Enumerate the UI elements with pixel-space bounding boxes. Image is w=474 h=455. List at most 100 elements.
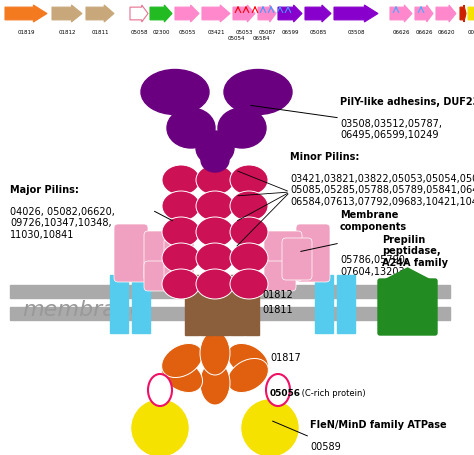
Text: 05058: 05058 xyxy=(130,30,148,35)
Ellipse shape xyxy=(141,70,209,115)
Text: 06599: 06599 xyxy=(281,30,299,35)
FancyArrow shape xyxy=(305,5,331,22)
Ellipse shape xyxy=(167,108,215,148)
Ellipse shape xyxy=(196,217,234,247)
FancyArrow shape xyxy=(175,5,199,22)
Text: 05085: 05085 xyxy=(309,30,327,35)
FancyArrow shape xyxy=(278,5,302,22)
FancyBboxPatch shape xyxy=(264,261,296,291)
Text: 00589: 00589 xyxy=(310,430,341,452)
FancyBboxPatch shape xyxy=(164,238,194,280)
Ellipse shape xyxy=(218,108,266,148)
Ellipse shape xyxy=(196,165,234,195)
Text: 06584: 06584 xyxy=(252,36,270,41)
FancyArrow shape xyxy=(258,5,276,22)
Ellipse shape xyxy=(162,243,200,273)
Text: 02300: 02300 xyxy=(382,268,413,313)
Ellipse shape xyxy=(148,374,172,406)
FancyArrow shape xyxy=(130,5,148,22)
FancyBboxPatch shape xyxy=(282,238,312,280)
Bar xyxy=(230,275,244,335)
Text: 05053: 05053 xyxy=(235,30,253,35)
Ellipse shape xyxy=(162,359,202,393)
Bar xyxy=(10,285,450,298)
Text: 05786,05790,
07604,13203: 05786,05790, 07604,13203 xyxy=(340,232,408,277)
Ellipse shape xyxy=(162,165,200,195)
Ellipse shape xyxy=(266,374,290,406)
Bar xyxy=(10,307,450,320)
FancyArrow shape xyxy=(334,5,378,22)
FancyArrow shape xyxy=(468,5,474,22)
FancyArrow shape xyxy=(52,5,82,22)
Ellipse shape xyxy=(162,269,200,299)
Text: 01819: 01819 xyxy=(17,30,35,35)
Text: 01811: 01811 xyxy=(262,305,292,315)
FancyBboxPatch shape xyxy=(144,261,176,291)
Text: 05087: 05087 xyxy=(258,30,276,35)
Ellipse shape xyxy=(162,191,200,221)
Text: 01811: 01811 xyxy=(91,30,109,35)
Ellipse shape xyxy=(230,269,268,299)
Polygon shape xyxy=(380,268,435,282)
Text: Prepilin
peptidase,
A24A family: Prepilin peptidase, A24A family xyxy=(382,235,448,268)
Circle shape xyxy=(132,400,188,455)
Text: 01812: 01812 xyxy=(58,30,76,35)
Bar xyxy=(132,275,150,333)
Bar xyxy=(185,275,199,335)
Text: PilY-like adhesins, DUF2341: PilY-like adhesins, DUF2341 xyxy=(340,97,474,107)
Text: 05055: 05055 xyxy=(178,30,196,35)
Bar xyxy=(110,275,128,333)
Text: 06626: 06626 xyxy=(392,30,410,35)
FancyArrow shape xyxy=(5,5,47,22)
Ellipse shape xyxy=(200,361,230,405)
Ellipse shape xyxy=(230,243,268,273)
FancyArrow shape xyxy=(150,5,172,22)
Text: 03508: 03508 xyxy=(347,30,365,35)
Text: Minor Pilins:: Minor Pilins: xyxy=(290,152,359,162)
Circle shape xyxy=(242,400,298,455)
Bar xyxy=(315,275,333,333)
FancyArrow shape xyxy=(460,5,466,22)
Bar xyxy=(215,275,229,335)
Bar xyxy=(245,275,259,335)
Text: 03421,03821,03822,05053,05054,05055,
05085,05285,05788,05789,05841,06473,
06584,: 03421,03821,03822,05053,05054,05055, 050… xyxy=(290,162,474,207)
Ellipse shape xyxy=(196,191,234,221)
Text: 00589: 00589 xyxy=(467,30,474,35)
Text: 05054: 05054 xyxy=(227,36,245,41)
Ellipse shape xyxy=(162,217,200,247)
FancyArrow shape xyxy=(233,5,255,22)
FancyBboxPatch shape xyxy=(264,231,302,281)
Ellipse shape xyxy=(230,165,268,195)
Ellipse shape xyxy=(230,217,268,247)
Text: 03508,03512,05787,
06495,06599,10249: 03508,03512,05787, 06495,06599,10249 xyxy=(340,107,442,140)
FancyBboxPatch shape xyxy=(144,231,182,281)
FancyBboxPatch shape xyxy=(296,224,330,282)
FancyBboxPatch shape xyxy=(114,224,148,282)
Text: membrane: membrane xyxy=(22,300,144,320)
Text: 04026, 05082,06620,
09726,10347,10348,
11030,10841: 04026, 05082,06620, 09726,10347,10348, 1… xyxy=(10,195,115,240)
Text: Major Pilins:: Major Pilins: xyxy=(10,185,79,195)
Text: Membrane
components: Membrane components xyxy=(340,210,407,232)
Text: 03421: 03421 xyxy=(207,30,225,35)
Ellipse shape xyxy=(196,243,234,273)
FancyArrow shape xyxy=(436,5,456,22)
Text: 01817: 01817 xyxy=(270,353,301,363)
Ellipse shape xyxy=(196,131,234,165)
Ellipse shape xyxy=(200,331,230,375)
Ellipse shape xyxy=(196,269,234,299)
Text: 01812: 01812 xyxy=(262,290,293,300)
Text: 05056: 05056 xyxy=(270,389,301,398)
FancyArrow shape xyxy=(202,5,230,22)
Text: 06620: 06620 xyxy=(437,30,455,35)
Ellipse shape xyxy=(201,148,229,172)
Bar xyxy=(200,275,214,335)
FancyBboxPatch shape xyxy=(378,279,437,335)
Bar xyxy=(337,275,355,333)
Ellipse shape xyxy=(228,359,268,393)
Text: FleN/MinD family ATPase: FleN/MinD family ATPase xyxy=(310,420,447,430)
Text: 06626: 06626 xyxy=(415,30,433,35)
Ellipse shape xyxy=(230,191,268,221)
FancyArrow shape xyxy=(390,5,412,22)
Text: 02300: 02300 xyxy=(152,30,170,35)
Ellipse shape xyxy=(224,70,292,115)
